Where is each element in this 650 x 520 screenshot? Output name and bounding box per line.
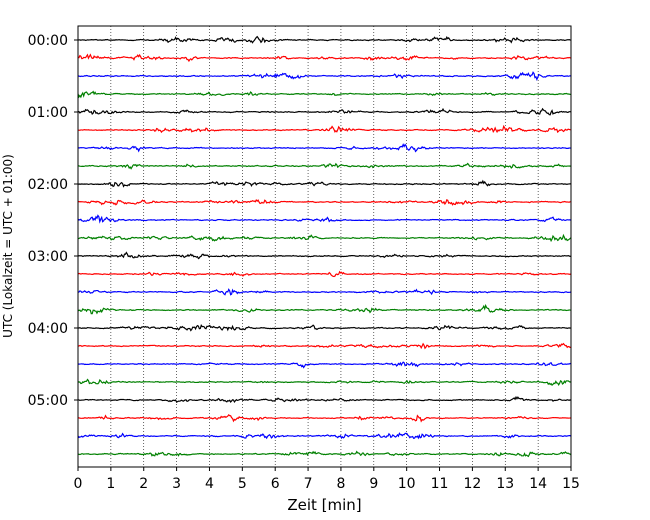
x-tick-label: 5 <box>238 476 247 492</box>
trace-0100 <box>77 107 572 116</box>
trace-0230 <box>77 214 572 224</box>
x-tick-label: 11 <box>431 476 449 492</box>
x-tick-label: 1 <box>106 476 115 492</box>
trace-0300 <box>77 251 572 260</box>
trace-0130 <box>77 143 572 153</box>
trace-0115 <box>77 124 572 134</box>
x-tick-label: 6 <box>271 476 280 492</box>
x-tick-label: 12 <box>463 476 481 492</box>
y-tick-label: 03:00 <box>28 249 68 265</box>
plot-frame <box>77 25 572 468</box>
trace-0330 <box>77 288 572 296</box>
x-axis-ticks: 0 1 2 3 4 5 6 7 8 9 10 11 12 13 14 15 <box>74 467 580 492</box>
x-tick-label: 7 <box>304 476 313 492</box>
x-tick-label: 0 <box>74 476 83 492</box>
x-tick-label: 9 <box>369 476 378 492</box>
x-tick-label: 8 <box>336 476 345 492</box>
trace-0345 <box>77 303 572 315</box>
x-tick-label: 13 <box>496 476 514 492</box>
trace-0045 <box>77 90 572 99</box>
x-tick-label: 15 <box>562 476 580 492</box>
x-tick-label: 2 <box>139 476 148 492</box>
trace-0515 <box>77 414 572 423</box>
y-tick-label: 00:00 <box>28 33 68 49</box>
x-tick-label: 10 <box>398 476 416 492</box>
trace-0415 <box>77 342 572 350</box>
x-tick-label: 3 <box>172 476 181 492</box>
trace-0215 <box>77 198 572 206</box>
y-tick-label: 05:00 <box>28 393 68 409</box>
x-tick-label: 14 <box>529 476 547 492</box>
x-axis-label: Zeit [min] <box>287 496 361 514</box>
trace-0000 <box>77 35 572 44</box>
y-axis-ticks: 00:00 01:00 02:00 03:00 04:00 05:00 <box>28 33 78 409</box>
trace-0500 <box>77 395 572 404</box>
trace-0400 <box>77 323 572 332</box>
trace-0145 <box>77 162 572 170</box>
trace-group <box>77 35 572 458</box>
trace-0445 <box>77 378 572 387</box>
trace-0545 <box>77 450 572 458</box>
trace-0430 <box>77 361 572 369</box>
y-tick-label: 04:00 <box>28 321 68 337</box>
trace-0315 <box>77 270 572 278</box>
trace-0200 <box>77 179 572 188</box>
trace-0015 <box>77 53 572 63</box>
x-tick-label: 4 <box>205 476 214 492</box>
trace-0245 <box>77 233 572 243</box>
y-tick-label: 01:00 <box>28 105 68 121</box>
trace-0030 <box>77 71 572 82</box>
y-tick-label: 02:00 <box>28 177 68 193</box>
y-axis-label: UTC (Lokalzeit = UTC + 01:00) <box>1 154 15 338</box>
trace-0530 <box>77 432 572 440</box>
